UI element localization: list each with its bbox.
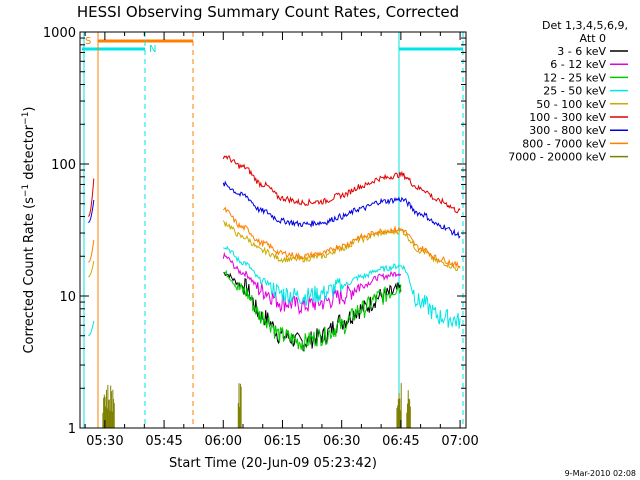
segment-label-n: N: [149, 44, 156, 55]
legend-label: 25 - 50 keV: [543, 85, 606, 98]
legend-label: 3 - 6 keV: [557, 45, 606, 58]
series-early-3: [88, 320, 95, 337]
legend-label: 7000 - 20000 keV: [508, 151, 606, 164]
timestamp: 9-Mar-2010 02:08: [565, 469, 636, 478]
x-tick-label: 06:15: [264, 434, 301, 449]
series-line-7: [222, 206, 461, 269]
series-early-4: [88, 261, 95, 278]
series-line-2: [223, 269, 402, 352]
axes: 05:30 05:45 06:00 06:15 06:30 06:45 07:00 1 10 10…: [43, 26, 479, 449]
y-label-tail: ): [22, 106, 37, 111]
x-tick-label: 06:30: [323, 434, 360, 449]
x-tick-label: 06:45: [382, 434, 419, 449]
series-line-6: [222, 180, 461, 239]
legend-label: 12 - 25 keV: [543, 71, 606, 84]
y-tick-label: 10: [59, 290, 76, 305]
x-axis-label: Start Time (20-Jun-09 05:23:42): [169, 456, 377, 471]
series-layer: [87, 155, 461, 428]
y-label-sup2: −1: [21, 112, 31, 125]
series-line-4: [222, 220, 461, 272]
series-8: [102, 383, 411, 428]
y-tick-label: 1000: [43, 26, 76, 41]
chart-title: HESSI Observing Summary Count Rates, Cor…: [77, 3, 459, 21]
event-markers: [83, 32, 464, 428]
legend-label: 800 - 7000 keV: [522, 137, 606, 150]
plot-frame: [79, 31, 467, 429]
x-tick-label: 05:45: [145, 434, 182, 449]
x-tick-label: 07:00: [441, 434, 478, 449]
series-line-3: [223, 245, 461, 329]
segment-label-s: S: [85, 36, 91, 47]
series-early-6: [88, 200, 95, 224]
y-axis-label: Corrected Count Rate (s−1 detector−1): [21, 106, 37, 353]
series-early-7: [88, 239, 95, 263]
legend-label: 6 - 12 keV: [550, 58, 606, 71]
legend-label: 300 - 800 keV: [529, 124, 606, 137]
series-early-5: [87, 178, 95, 217]
y-label-lead: Corrected Count Rate (s: [22, 197, 37, 354]
x-tick-label: 06:00: [205, 434, 242, 449]
segment-bars: S N: [82, 36, 463, 55]
x-tick-label: 05:30: [86, 434, 123, 449]
y-label-sup1: −1: [21, 184, 31, 197]
y-tick-label: 1: [68, 422, 76, 437]
y-label-mid: detector: [22, 124, 37, 184]
y-tick-label: 100: [51, 158, 76, 173]
series-line-1: [222, 251, 402, 316]
legend-header-line1: Det 1,3,4,5,6,9,: [542, 19, 628, 32]
series-line-5: [222, 155, 461, 214]
legend-label: 50 - 100 keV: [536, 98, 606, 111]
series-line-0: [223, 271, 402, 352]
legend-label: 100 - 300 keV: [529, 111, 606, 124]
legend-header-line2: Att 0: [580, 32, 606, 45]
